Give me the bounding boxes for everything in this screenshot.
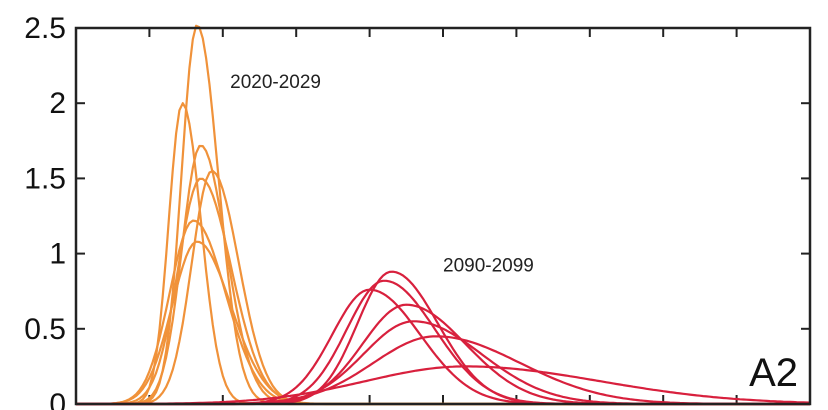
y-tick-label: 0.5 <box>24 313 66 346</box>
y-tick-label: 2 <box>49 87 66 120</box>
y-tick-label: 1.5 <box>24 162 66 195</box>
series-line-1-3 <box>76 303 810 406</box>
y-tick-label: 2.5 <box>24 12 66 45</box>
y-tick-label: 0 <box>49 388 66 410</box>
plot-frame <box>74 26 812 406</box>
y-tick-labels: 0 0.5 1 1.5 2 2.5 <box>24 12 66 410</box>
distribution-curves <box>76 24 811 406</box>
series-line-0-5 <box>76 219 810 406</box>
annotation-2090-2099: 2090-2099 <box>443 256 534 277</box>
annotation-2020-2029: 2020-2029 <box>230 72 321 93</box>
panel-label: A2 <box>749 351 798 395</box>
series-line-1-0 <box>76 270 810 406</box>
series-line-0-1 <box>76 102 810 406</box>
series-line-1-5 <box>76 335 810 406</box>
y-tick-label: 1 <box>49 238 66 271</box>
